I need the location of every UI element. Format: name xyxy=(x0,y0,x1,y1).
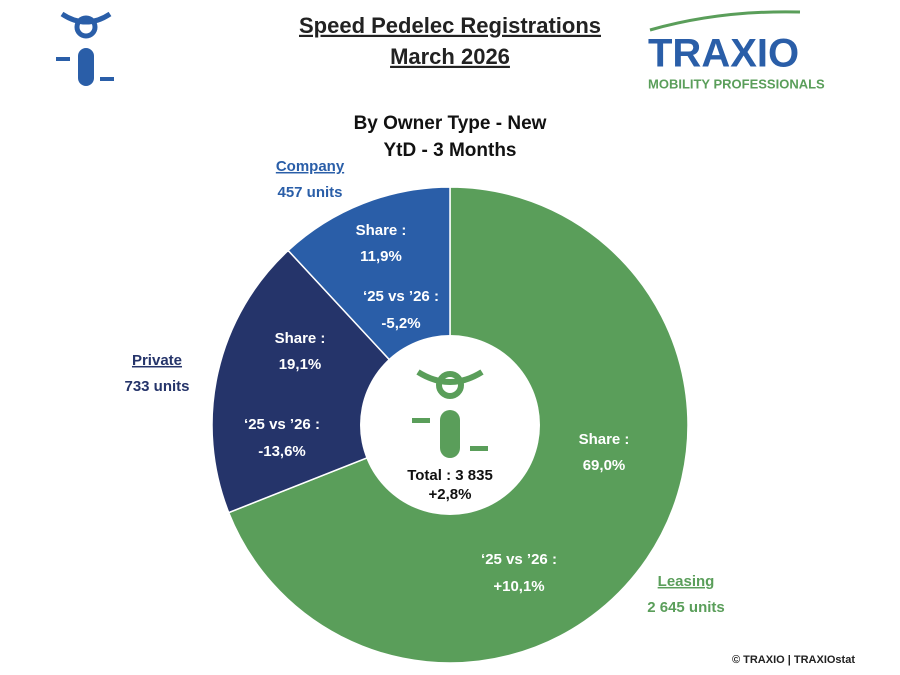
growth-heading: ‘25 vs ’26 : xyxy=(244,416,320,433)
total-growth: +2,8% xyxy=(429,486,472,503)
chart-subtitle: YtD - 3 Months xyxy=(384,140,517,161)
category-label: Company xyxy=(276,158,345,175)
logo-name: TRAXIO xyxy=(648,32,799,76)
center-icon xyxy=(412,369,488,458)
units-label: 457 units xyxy=(277,184,342,201)
share-heading: Share : xyxy=(275,330,326,347)
share-label: 69,0% xyxy=(583,457,626,474)
logo-swoosh xyxy=(649,10,801,32)
share-label: 11,9% xyxy=(360,248,402,265)
footer: © TRAXIO | TRAXIOstat xyxy=(732,654,855,666)
growth-heading: ‘25 vs ’26 : xyxy=(481,551,557,568)
logo-tagline: MOBILITY PROFESSIONALS xyxy=(648,76,825,91)
units-label: 733 units xyxy=(124,378,189,395)
share-heading: Share : xyxy=(356,222,407,239)
share-label: 19,1% xyxy=(279,356,322,373)
bike-icon xyxy=(56,11,114,86)
total-label: Total : 3 835 xyxy=(407,467,493,484)
title: Speed Pedelec Registrations xyxy=(299,13,601,38)
growth-label: -13,6% xyxy=(258,443,306,460)
chart-title: By Owner Type - New xyxy=(354,113,547,134)
category-label: Private xyxy=(132,352,182,369)
units-label: 2 645 units xyxy=(647,599,725,616)
growth-heading: ‘25 vs ’26 : xyxy=(363,288,439,305)
category-label: Leasing xyxy=(658,573,715,590)
subtitle: March 2026 xyxy=(390,44,510,69)
logo: TRAXIO MOBILITY PROFESSIONALS xyxy=(648,10,825,91)
growth-label: -5,2% xyxy=(381,315,420,332)
share-heading: Share : xyxy=(579,431,630,448)
growth-label: +10,1% xyxy=(493,578,544,595)
